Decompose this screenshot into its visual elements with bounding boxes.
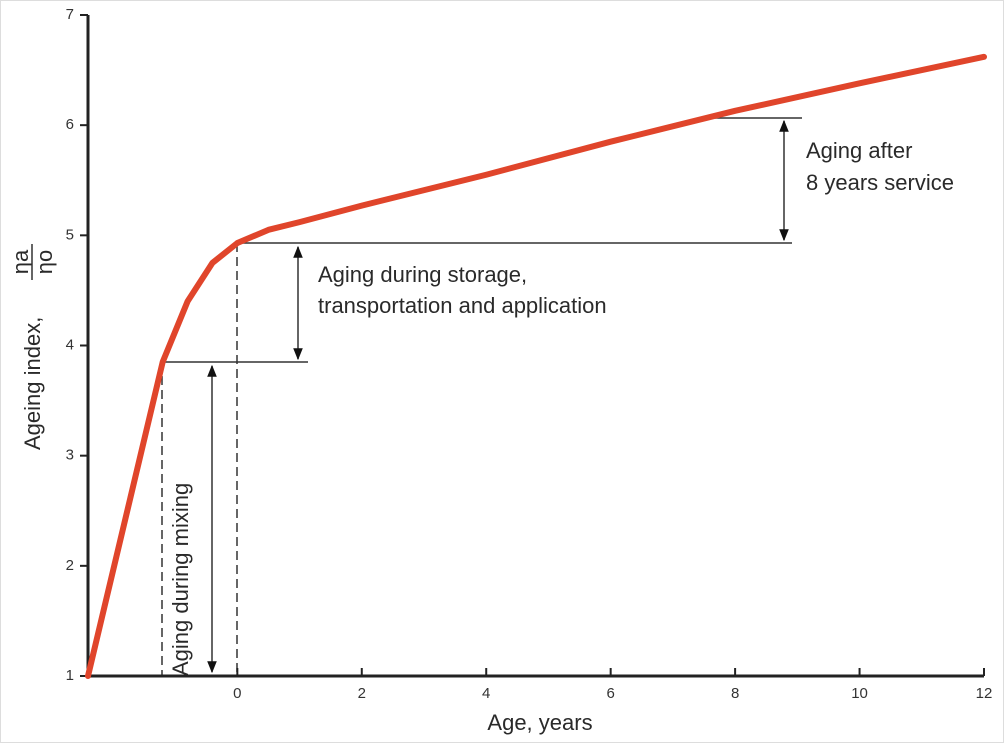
y-axis-label-denominator: ηo bbox=[32, 250, 57, 274]
annotation: transportation and application bbox=[318, 293, 607, 318]
x-tick-label: 4 bbox=[482, 685, 490, 702]
y-axis-label: Ageing index, bbox=[20, 317, 45, 450]
reference-lines bbox=[161, 117, 802, 676]
y-tick-label: 4 bbox=[66, 336, 74, 353]
annotation: Aging during storage, bbox=[318, 262, 527, 287]
annotation: Aging after bbox=[806, 138, 912, 163]
x-tick-label: 6 bbox=[606, 685, 614, 702]
x-tick-label: 0 bbox=[233, 685, 241, 702]
y-tick-label: 2 bbox=[66, 557, 74, 574]
x-tick-label: 10 bbox=[851, 685, 868, 702]
annotation: 8 years service bbox=[806, 170, 954, 195]
y-axis-label-numerator: ηa bbox=[8, 249, 33, 274]
y-tick-label: 1 bbox=[66, 667, 74, 684]
x-axis-label: Age, years bbox=[487, 710, 592, 735]
y-tick-label: 3 bbox=[66, 447, 74, 464]
y-tick-label: 6 bbox=[66, 116, 74, 133]
x-tick-label: 12 bbox=[976, 685, 993, 702]
data-line bbox=[85, 53, 987, 679]
annotation: Aging during mixing bbox=[168, 483, 193, 676]
x-tick-label: 8 bbox=[731, 685, 739, 702]
y-tick-label: 7 bbox=[66, 6, 74, 23]
y-tick-label: 5 bbox=[66, 226, 74, 243]
x-tick-label: 2 bbox=[358, 685, 366, 702]
